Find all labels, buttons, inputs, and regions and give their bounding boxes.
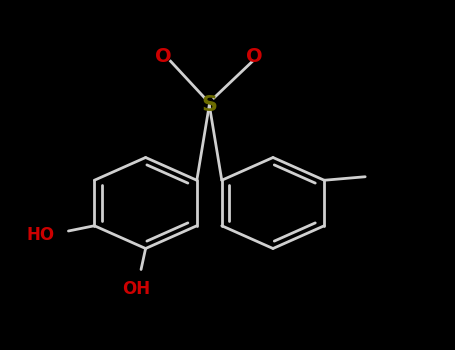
Text: O: O	[247, 47, 263, 65]
Text: OH: OH	[122, 280, 151, 298]
Text: O: O	[156, 47, 172, 65]
Text: HO: HO	[27, 225, 55, 244]
Text: S: S	[201, 95, 217, 115]
